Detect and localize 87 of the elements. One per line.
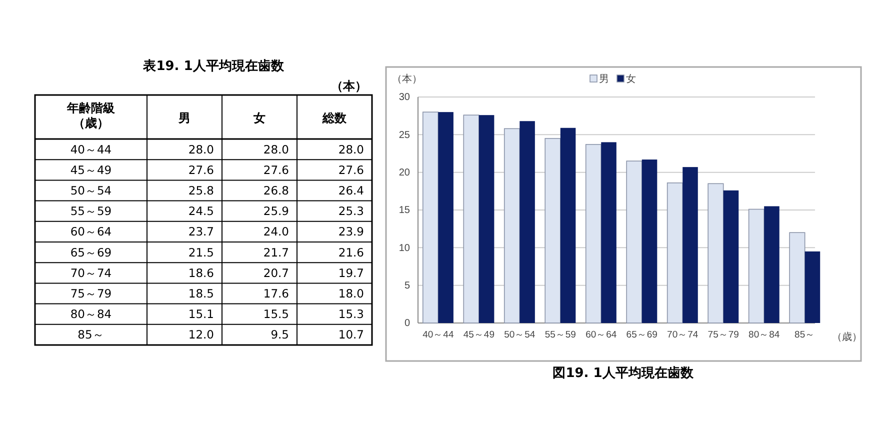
data-label: 28.0 (188, 142, 214, 156)
y-tick-label: 60～64 (70, 224, 112, 239)
x-tick-label: 55～59 (544, 330, 576, 341)
data-label: 18.6 (188, 266, 214, 280)
data-label: 28.0 (263, 142, 289, 156)
bar (504, 128, 520, 324)
y-tick-label: 75～79 (70, 286, 112, 300)
x-tick-label: 85～ (794, 330, 816, 341)
data-label: 25.3 (338, 204, 364, 218)
y-tick-label: 45～49 (70, 162, 112, 177)
y-axis-title: （本） (392, 73, 422, 85)
data-label: 23.7 (188, 224, 214, 239)
y-tick-label: 25 (398, 130, 410, 141)
y-tick-label: 20 (398, 168, 410, 179)
x-tick-label: 75～79 (708, 330, 739, 341)
y-axis-title: 年齢階級（歳） (66, 101, 116, 131)
data-label: 9.5 (270, 328, 289, 342)
y-tick-label: 55～59 (70, 204, 112, 218)
data-label: 23.9 (338, 224, 364, 239)
y-tick-label: 15 (398, 205, 410, 216)
data-label: 21.7 (263, 245, 289, 260)
data-label: 15.3 (338, 307, 364, 322)
data-label: 27.6 (188, 162, 214, 177)
y-tick-label: 40～44 (70, 142, 112, 156)
bar (789, 232, 806, 324)
bar (520, 121, 535, 323)
data-label: 15.1 (188, 307, 214, 322)
data-label: 18.0 (338, 286, 364, 300)
bar (723, 190, 739, 323)
bar (642, 160, 658, 323)
y-tick-label: 5 (404, 280, 410, 292)
x-tick-label: 40～44 (422, 330, 454, 341)
bar (438, 112, 454, 323)
x-tick-label: 男 (178, 111, 190, 125)
bar (422, 112, 439, 324)
bar (682, 167, 698, 323)
bar (764, 206, 780, 323)
data-label: 25.8 (188, 184, 214, 198)
text: 図19. 1人平均現在歯数 (552, 366, 694, 381)
data-label: 19.7 (338, 266, 364, 280)
x-axis-title: （歳） (832, 331, 862, 343)
data-label: 26.4 (338, 184, 364, 198)
y-tick-label: 80～84 (70, 307, 112, 322)
data-label: 24.0 (263, 224, 289, 239)
data-label: 10.7 (338, 328, 364, 342)
bar (804, 251, 820, 323)
legend-label: 男 (599, 74, 609, 85)
data-label: 26.8 (263, 184, 289, 198)
x-tick-label: 45～49 (463, 330, 494, 341)
x-tick-label: 総数 (322, 111, 348, 125)
y-tick-label: 30 (398, 92, 410, 104)
bar (601, 142, 616, 323)
x-tick-label: 60～64 (586, 330, 617, 341)
data-label: 21.6 (338, 245, 364, 260)
data-label: 21.5 (188, 245, 214, 260)
text: （本） (331, 79, 367, 93)
y-tick-label: 0 (404, 318, 410, 330)
data-label: 27.6 (263, 162, 289, 177)
x-tick-label: 50～54 (504, 330, 536, 341)
data-label: 24.5 (188, 204, 214, 218)
bar (463, 114, 480, 324)
bar (585, 144, 602, 324)
x-tick-label: 70～74 (667, 330, 698, 341)
x-tick-label: 女 (252, 111, 266, 125)
data-label: 25.9 (263, 204, 289, 218)
y-tick-label: 70～74 (70, 266, 112, 280)
y-tick-label: 50～54 (70, 184, 112, 198)
bar (560, 128, 576, 323)
x-tick-label: 65～69 (626, 330, 658, 341)
bar (666, 182, 684, 324)
data-label: 20.7 (263, 266, 289, 280)
x-tick-label: 80～84 (748, 330, 780, 341)
legend-label: 女 (626, 73, 636, 85)
data-label: 15.5 (263, 307, 289, 322)
bar (544, 138, 561, 324)
data-label: 27.6 (338, 162, 364, 177)
data-label: 28.0 (338, 142, 364, 156)
y-tick-label: 10 (398, 242, 410, 254)
bar (626, 160, 642, 324)
bar (478, 115, 494, 323)
bar (708, 183, 724, 324)
data-label: 17.6 (263, 286, 289, 300)
data-label: 12.0 (188, 328, 214, 342)
bar (748, 208, 764, 324)
data-label: 18.5 (188, 286, 214, 300)
y-tick-label: 65～69 (70, 245, 112, 260)
chart-title: 表19. 1人平均現在歯数 (142, 59, 285, 74)
